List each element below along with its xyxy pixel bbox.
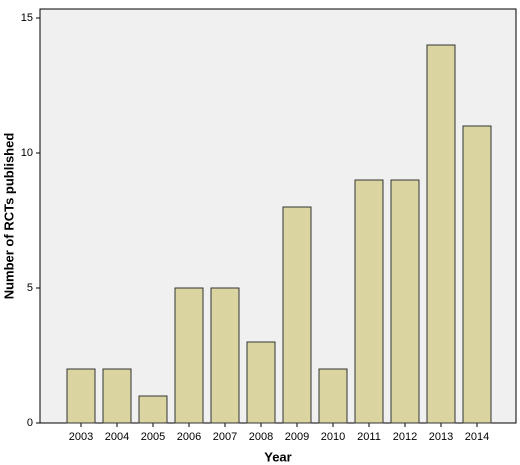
y-tick-label: 0 <box>27 417 33 429</box>
bar <box>210 287 240 424</box>
bar <box>390 179 420 424</box>
x-tick-label: 2003 <box>69 431 93 443</box>
bar <box>354 179 384 424</box>
bar <box>102 368 132 424</box>
y-tick-label: 5 <box>27 282 33 294</box>
bar <box>462 125 492 424</box>
x-tick-label: 2012 <box>393 431 417 443</box>
x-tick-label: 2009 <box>285 431 309 443</box>
bar <box>318 368 348 424</box>
bar <box>282 206 312 424</box>
x-tick-label: 2010 <box>321 431 345 443</box>
x-tick-label: 2011 <box>357 431 381 443</box>
x-tick-label: 2008 <box>249 431 273 443</box>
x-tick-label: 2006 <box>177 431 201 443</box>
x-tick-label: 2004 <box>105 431 129 443</box>
y-tick-label: 15 <box>21 12 33 24</box>
x-tick-label: 2007 <box>213 431 237 443</box>
x-tick-label: 2014 <box>465 431 489 443</box>
x-tick-label: 2013 <box>429 431 453 443</box>
bar <box>66 368 96 424</box>
y-axis-title: Number of RCTs published <box>1 133 16 300</box>
x-tick-label: 2005 <box>141 431 165 443</box>
bar <box>246 341 276 424</box>
x-axis-title: Year <box>264 449 291 464</box>
bar <box>426 44 456 424</box>
bar <box>138 395 168 424</box>
bar <box>174 287 204 424</box>
y-tick-label: 10 <box>21 147 33 159</box>
